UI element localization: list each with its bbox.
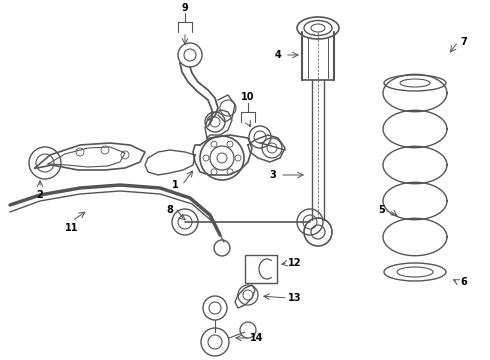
Text: 2: 2 xyxy=(37,190,44,200)
Text: 12: 12 xyxy=(288,258,302,268)
Bar xyxy=(245,255,277,283)
Text: 3: 3 xyxy=(270,170,276,180)
Text: 7: 7 xyxy=(461,37,467,47)
Text: 6: 6 xyxy=(461,277,467,287)
Text: 1: 1 xyxy=(172,180,178,190)
Text: 10: 10 xyxy=(241,92,255,102)
Text: 13: 13 xyxy=(288,293,302,303)
Text: 5: 5 xyxy=(379,205,385,215)
Text: 11: 11 xyxy=(65,223,79,233)
Text: 8: 8 xyxy=(167,205,173,215)
Text: 14: 14 xyxy=(250,333,264,343)
Text: 9: 9 xyxy=(182,3,188,13)
Text: 4: 4 xyxy=(274,50,281,60)
